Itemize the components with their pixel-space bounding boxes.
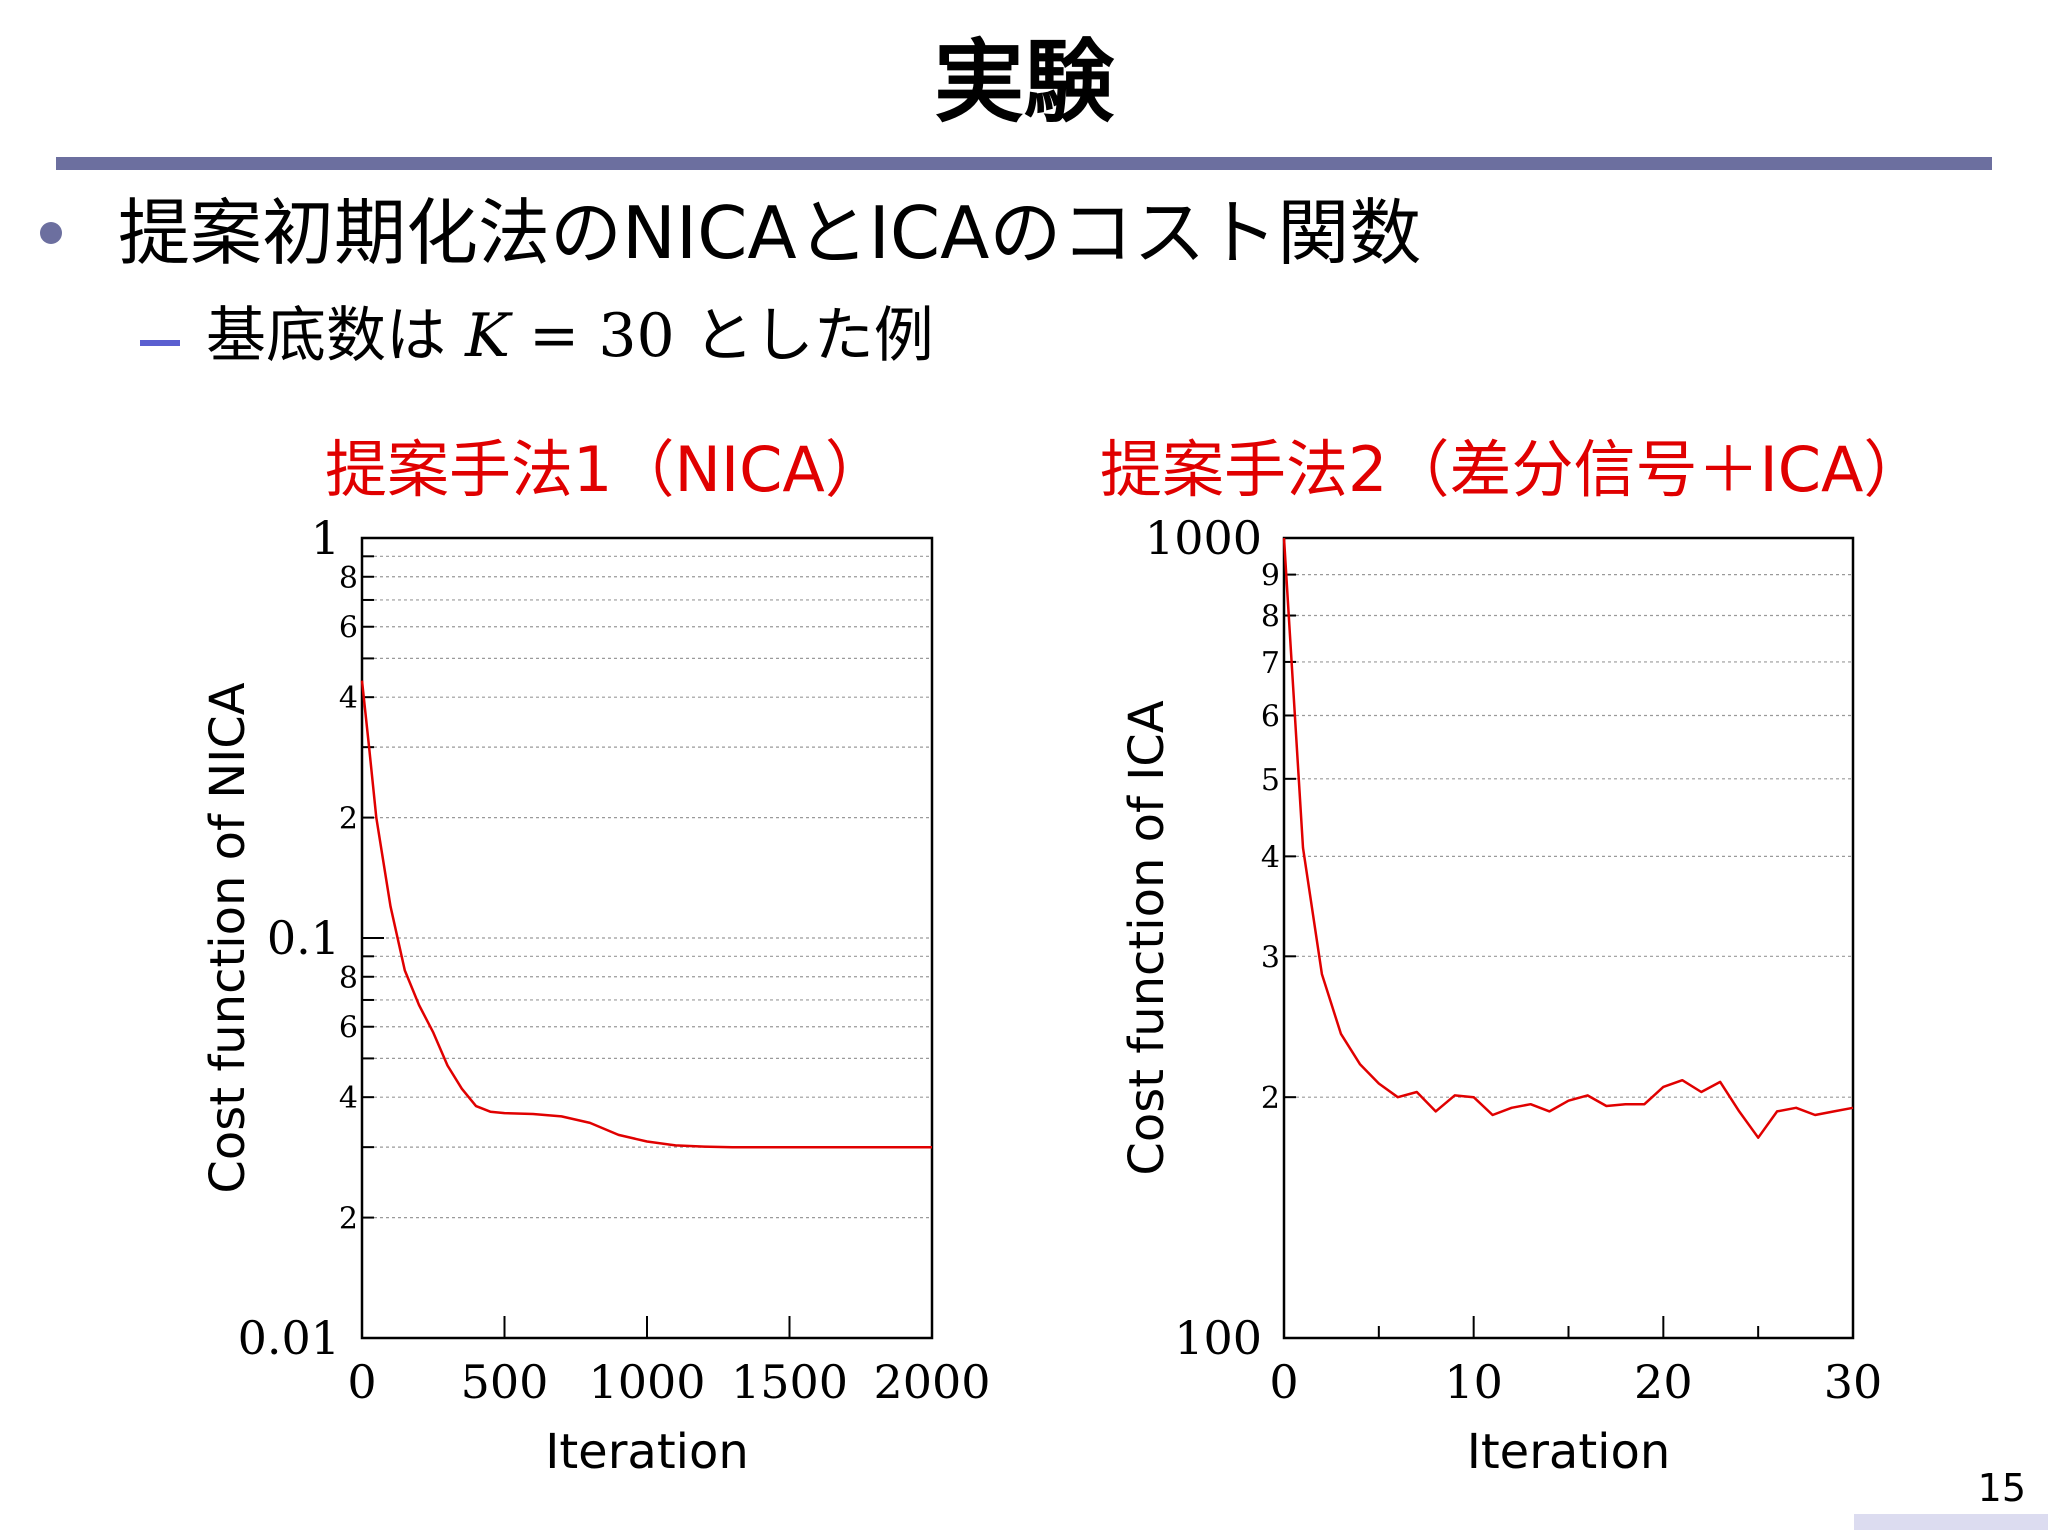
title-divider (56, 157, 1992, 170)
chart-title-ica: 提案手法2（差分信号＋ICA） (1100, 433, 1926, 506)
nica-ytick-minor-label: 2 (339, 1202, 358, 1237)
bullet-marker (40, 222, 62, 244)
nica-plot-frame (360, 536, 934, 1340)
nica-xtick-label: 0 (347, 1355, 376, 1409)
nica-ytick-minor-label: 2 (339, 802, 358, 837)
chart-title-nica: 提案手法1（NICA） (325, 433, 887, 506)
sub-bullet-math: K = 30 (465, 301, 675, 371)
nica-ytick-major-label: 0.01 (238, 1311, 340, 1365)
nica-xtick-label: 500 (461, 1355, 549, 1409)
page-number: 15 (1977, 1466, 2026, 1510)
bullet-text: 提案初期化法のNICAとICAのコスト関数 (118, 191, 1422, 275)
math-variable: K (465, 301, 510, 371)
sub-bullet-dash (140, 340, 180, 346)
nica-xtick-label: 1000 (588, 1355, 705, 1409)
sub-bullet-text: 基底数は K = 30 とした例 (206, 296, 934, 376)
nica-ytick-major-label: 1 (311, 511, 340, 565)
nica-ytick-minor-label: 4 (339, 681, 358, 716)
sub-bullet-suffix: とした例 (693, 301, 934, 371)
nica-xtick-label: 1500 (731, 1355, 848, 1409)
nica-series-line (360, 680, 932, 1149)
sub-bullet-prefix: 基底数は (206, 301, 446, 371)
nica-xaxis-label: Iteration (545, 1424, 749, 1480)
nica-ytick-minor-label: 8 (339, 561, 358, 596)
nica-yaxis-label: Cost function of NICA (200, 682, 256, 1193)
nica-xtick-label: 2000 (873, 1355, 990, 1409)
math-equation: = 30 (509, 301, 675, 371)
nica-ytick-major-label: 0.1 (267, 911, 340, 965)
nica-ytick-minor-label: 6 (339, 1011, 358, 1046)
slide-title: 実験 (934, 30, 1114, 135)
nica-ytick-minor-label: 8 (339, 961, 358, 996)
footer-decoration (1854, 1514, 2048, 1530)
nica-ytick-minor-label: 6 (339, 611, 358, 646)
nica-ytick-minor-label: 4 (339, 1081, 358, 1116)
